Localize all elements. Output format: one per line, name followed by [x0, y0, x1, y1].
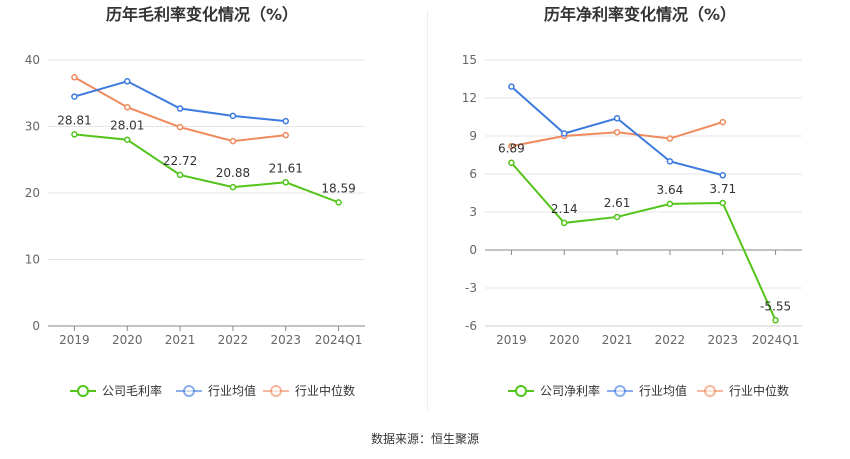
y-tick-label: 30 [25, 120, 40, 134]
data-point [229, 183, 237, 191]
series-line-1 [74, 80, 286, 123]
legend-marker [515, 385, 527, 397]
x-tick-label: 2023 [270, 333, 301, 347]
y-tick-label: 15 [462, 53, 477, 67]
legend-label: 行业中位数 [295, 383, 355, 398]
x-tick-label: 2021 [602, 333, 633, 347]
data-point [124, 78, 131, 85]
gross-margin-chart: 历年毛利率变化情况（%） 0 10 20 30 40 2019 2020 2021 2022 202… [25, 5, 365, 398]
data-point [508, 83, 515, 90]
x-tick-label: 2022 [218, 333, 249, 347]
data-point [282, 179, 289, 186]
data-point [229, 112, 237, 120]
data-point [613, 115, 621, 122]
data-point [335, 199, 342, 206]
y-tick-label: 6 [469, 167, 477, 181]
data-point [719, 118, 726, 126]
data-point [71, 131, 78, 138]
data-point [719, 172, 726, 179]
legend-marker [270, 385, 282, 397]
series-line-0 [510, 162, 777, 321]
y-tick-label: 0 [469, 243, 477, 257]
series-line-0 [74, 133, 339, 204]
data-point [282, 131, 289, 139]
legend-marker [614, 385, 626, 397]
y-tick-label: 20 [25, 186, 40, 200]
data-label: 28.81 [57, 113, 91, 127]
data-point [282, 117, 289, 125]
data-point [124, 103, 131, 111]
chart-title: 历年毛利率变化情况（%） [106, 5, 298, 24]
x-tick-label: 2020 [549, 333, 580, 347]
data-point [719, 199, 726, 207]
legend-label: 公司净利率 [540, 383, 600, 398]
data-point [613, 128, 621, 136]
data-label: -5.55 [760, 299, 791, 313]
data-label: 18.59 [321, 181, 355, 195]
x-tick-label: 2024Q1 [315, 333, 363, 347]
data-label: 2.14 [551, 202, 578, 216]
data-point [613, 213, 621, 221]
legend-marker [77, 385, 89, 397]
data-point [666, 158, 674, 165]
y-tick-label: 10 [25, 253, 40, 267]
legend-label: 公司毛利率 [102, 383, 162, 398]
data-point [71, 93, 78, 100]
data-label: 20.88 [216, 166, 250, 180]
y-tick-label: 12 [462, 91, 477, 105]
data-label: 2.61 [604, 196, 631, 210]
data-point [772, 317, 779, 324]
x-tick-label: 2019 [496, 333, 527, 347]
data-point [229, 137, 237, 145]
data-point [176, 171, 184, 179]
data-point [666, 135, 674, 142]
x-tick-label: 2019 [59, 333, 90, 347]
data-point [71, 74, 78, 81]
x-tick-label: 2023 [707, 333, 738, 347]
legend-label: 行业均值 [639, 383, 687, 398]
y-tick-label: 9 [469, 129, 477, 143]
data-label: 3.64 [657, 183, 684, 197]
legend-marker [183, 385, 195, 397]
legend-marker [704, 385, 716, 397]
x-tick-label: 2020 [112, 333, 143, 347]
data-point [176, 105, 184, 112]
data-point [666, 200, 674, 208]
data-point [508, 142, 515, 150]
data-label: 6.89 [498, 142, 525, 156]
panel-divider [427, 10, 428, 410]
data-point [508, 159, 515, 166]
data-label: 28.01 [110, 119, 144, 133]
data-label: 3.71 [709, 182, 736, 196]
data-point [176, 123, 184, 131]
y-tick-label: 3 [469, 205, 477, 219]
data-source-note: 数据来源：恒生聚源 [370, 432, 479, 446]
y-tick-label: -3 [465, 281, 477, 295]
data-label: 21.61 [269, 161, 303, 175]
x-tick-label: 2022 [655, 333, 686, 347]
data-label: 22.72 [163, 154, 197, 168]
x-tick-label: 2021 [165, 333, 196, 347]
data-point [124, 136, 131, 143]
y-tick-label: 40 [25, 53, 40, 67]
y-tick-label: -6 [465, 319, 477, 333]
legend-label: 行业中位数 [729, 383, 789, 398]
legend-label: 行业均值 [208, 383, 256, 398]
net-margin-chart: 历年净利率变化情况（%） -6 -3 0 3 6 9 12 15 2019 2020 2021 2022… [462, 5, 802, 398]
data-point [561, 130, 568, 137]
chart-title: 历年净利率变化情况（%） [544, 5, 736, 24]
data-point [561, 219, 568, 227]
y-tick-label: 0 [32, 319, 40, 333]
x-tick-label: 2024Q1 [752, 333, 800, 347]
